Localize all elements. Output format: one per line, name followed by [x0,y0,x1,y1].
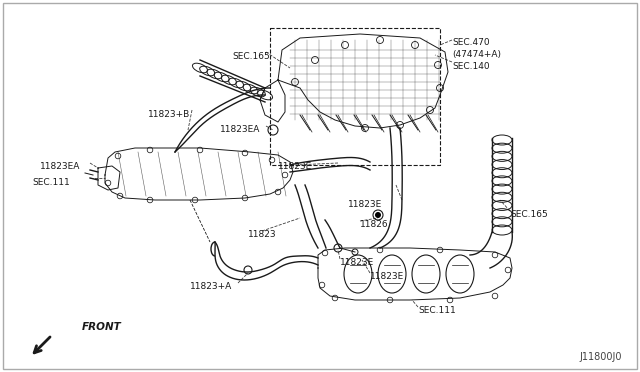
Text: 11823EA: 11823EA [220,125,260,134]
Text: 11823E: 11823E [370,272,404,281]
Text: SEC.140: SEC.140 [452,62,490,71]
Text: SEC.111: SEC.111 [32,178,70,187]
Text: 11823E: 11823E [278,162,312,171]
Text: 11826: 11826 [360,220,388,229]
Text: J11800J0: J11800J0 [579,352,622,362]
Text: 11823E: 11823E [340,258,374,267]
Bar [270,28,440,165]
Text: 11823E: 11823E [348,200,382,209]
Text: SEC.165: SEC.165 [510,210,548,219]
Text: SEC.111: SEC.111 [418,306,456,315]
Circle shape [375,212,381,218]
Text: (47474+A): (47474+A) [452,50,501,59]
Text: 11823EA: 11823EA [40,162,81,171]
Text: 11823: 11823 [248,230,276,239]
Text: 11823+B: 11823+B [148,110,190,119]
Text: 11823+A: 11823+A [190,282,232,291]
Text: SEC.470: SEC.470 [452,38,490,47]
Text: SEC.165: SEC.165 [232,52,269,61]
Text: FRONT: FRONT [82,322,122,332]
